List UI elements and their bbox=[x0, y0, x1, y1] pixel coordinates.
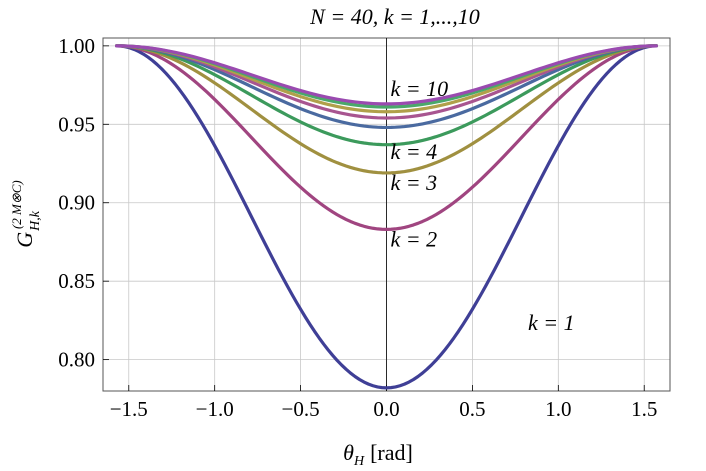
chart-title: N = 40, k = 1,...,10 bbox=[309, 4, 480, 29]
y-axis-superscript: (2 M⊗C) bbox=[9, 180, 24, 229]
x-axis-subscript: H bbox=[353, 454, 365, 469]
series-annotation: k = 3 bbox=[391, 170, 438, 195]
y-tick-label: 0.95 bbox=[58, 112, 95, 136]
ticks: −1.5 −1.0 −0.5 0.0 0.5 1.0 1.5 0.80 0.85 0.90 0.95… bbox=[58, 34, 657, 421]
series-line-k4 bbox=[115, 44, 658, 147]
x-axis-unit: [rad] bbox=[370, 440, 413, 465]
x-tick-label: −0.5 bbox=[282, 397, 320, 421]
series-annotation: k = 10 bbox=[391, 76, 449, 101]
series bbox=[115, 44, 658, 390]
x-tick-label: 0.0 bbox=[373, 397, 399, 421]
series-line-k5 bbox=[115, 44, 658, 130]
y-tick-label: 1.00 bbox=[58, 34, 95, 58]
series-annotation: k = 1 bbox=[528, 310, 575, 335]
x-axis-symbol: θ bbox=[343, 440, 354, 465]
x-tick-label: −1.5 bbox=[110, 397, 148, 421]
series-line-k1 bbox=[115, 44, 658, 390]
y-tick-label: 0.80 bbox=[58, 348, 95, 372]
x-tick-label: 1.5 bbox=[631, 397, 657, 421]
series-annotation: k = 2 bbox=[391, 227, 438, 252]
series-line-k2 bbox=[115, 44, 658, 231]
x-axis-label: θH [rad] bbox=[343, 440, 413, 469]
series-annotation: k = 4 bbox=[391, 139, 438, 164]
x-tick-label: 0.5 bbox=[459, 397, 485, 421]
series-line-k10 bbox=[115, 44, 658, 106]
y-tick-label: 0.85 bbox=[58, 269, 95, 293]
y-axis-label: GH,k (2 M⊗C) bbox=[9, 180, 43, 248]
x-tick-label: 1.0 bbox=[545, 397, 571, 421]
y-tick-label: 0.90 bbox=[58, 191, 95, 215]
y-axis-symbol: G bbox=[12, 232, 37, 248]
annotations: k = 10 k = 4 k = 3 k = 2 k = 1 bbox=[391, 76, 575, 335]
x-tick-label: −1.0 bbox=[196, 397, 234, 421]
svg-text:GH,k(2 M⊗C): GH,k (2 M⊗C) bbox=[9, 180, 43, 248]
series-line-k3 bbox=[115, 44, 658, 175]
y-axis-subscript: H,k bbox=[28, 210, 43, 232]
